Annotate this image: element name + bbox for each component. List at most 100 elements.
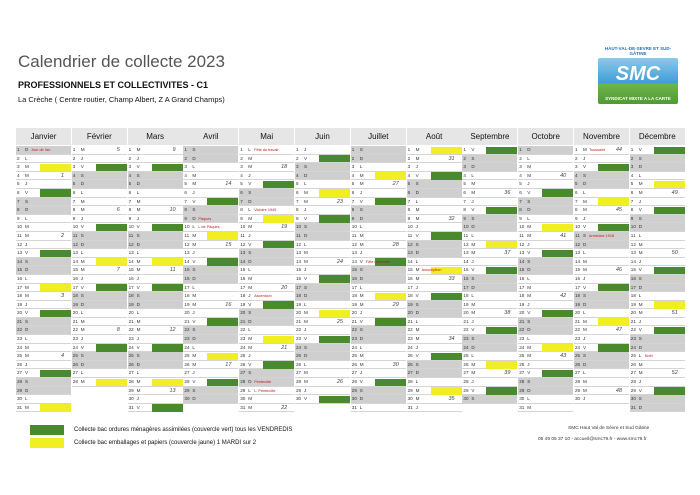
day-letter: M xyxy=(471,361,476,367)
day-number: 24 xyxy=(630,344,636,350)
day-number: 12 xyxy=(519,241,525,247)
green-collection-mark xyxy=(374,198,406,206)
day-letter: D xyxy=(583,241,587,247)
day-cell: 16 S xyxy=(462,274,518,284)
day-number: 26 xyxy=(240,361,246,367)
green-collection-mark xyxy=(486,266,518,275)
day-cell: 23 J xyxy=(127,335,183,344)
yellow-collection-mark xyxy=(319,189,350,197)
week-number: 20 xyxy=(281,284,288,291)
day-cell: 12 M xyxy=(462,241,518,250)
day-cell: 31 M xyxy=(518,404,574,413)
legend-row-green: Collecte bac ordures ménagères assimilée… xyxy=(30,424,292,436)
day-number: 25 xyxy=(17,353,23,359)
day-cell: 18 V xyxy=(406,292,462,301)
day-number: 27 xyxy=(407,370,413,376)
day-number: 2 xyxy=(463,155,466,161)
day-cell: 18 M xyxy=(183,292,239,301)
day-letter: M xyxy=(304,258,308,264)
day-letter: S xyxy=(471,336,475,342)
day-letter: S xyxy=(583,353,587,359)
yellow-collection-mark xyxy=(542,223,574,232)
day-cell: 30 M xyxy=(239,395,295,404)
day-number: 4 xyxy=(128,172,132,178)
green-collection-mark xyxy=(598,163,629,172)
green-collection-mark xyxy=(486,146,518,154)
day-letter: S xyxy=(248,370,252,376)
day-cell: 28 M 26 xyxy=(295,378,350,387)
week-number: 27 xyxy=(392,181,399,188)
month-name: Novembre xyxy=(574,128,629,145)
day-cell: 20 J xyxy=(183,309,239,318)
day-cell: 11 M xyxy=(183,232,239,241)
day-number: 7 xyxy=(519,198,522,204)
day-letter: M xyxy=(248,344,253,350)
day-number: 16 xyxy=(463,275,469,281)
day-cell: 14 M xyxy=(574,258,629,267)
yellow-collection-mark xyxy=(430,266,462,275)
day-letter: L xyxy=(248,387,251,393)
day-cell: 23 D xyxy=(183,335,239,344)
day-number: 6 xyxy=(463,189,466,195)
legend-row-yellow: Collecte bac emballages et papiers (couv… xyxy=(30,437,292,449)
day-number: 27 xyxy=(463,370,469,376)
day-number: 27 xyxy=(519,370,525,376)
week-number: 31 xyxy=(448,155,455,162)
day-number: 26 xyxy=(17,361,23,367)
day-cell: 28 V xyxy=(183,378,239,387)
day-number: 23 xyxy=(128,336,134,342)
day-cell: 27 J xyxy=(350,369,406,379)
holiday-label: L. Pentecôte xyxy=(254,388,276,393)
day-number: 15 xyxy=(351,267,357,273)
day-letter: M xyxy=(25,404,29,410)
day-letter: L xyxy=(25,275,28,281)
day-number: 21 xyxy=(463,318,469,324)
day-letter: L xyxy=(638,293,642,299)
smc-logo: HAUT-VAL-DE-SEVRE ET SUD-GÂTINE SMC SYND… xyxy=(598,46,678,108)
day-number: 16 xyxy=(575,275,581,281)
day-cell: 20 J xyxy=(350,309,406,318)
day-letter: J xyxy=(304,387,307,393)
day-cell: 21 S xyxy=(518,317,574,327)
day-number: 12 xyxy=(128,241,134,247)
green-collection-mark xyxy=(653,146,685,154)
day-number: 3 xyxy=(296,164,299,170)
day-cell: 16 J xyxy=(574,275,629,284)
day-cell: 30 J xyxy=(574,395,629,404)
day-cell: 16 V xyxy=(295,275,350,284)
day-number: 13 xyxy=(575,250,581,256)
day-cell: 21 V xyxy=(350,318,406,327)
day-cell: 25 S xyxy=(71,352,127,361)
week-number: 22 xyxy=(281,404,288,411)
day-letter: M xyxy=(471,301,476,307)
day-cell: 20 L xyxy=(71,309,127,318)
day-cell: 27 M 39 xyxy=(462,369,518,379)
day-letter: V xyxy=(136,404,140,410)
day-number: 2 xyxy=(407,155,411,161)
day-letter: V xyxy=(359,198,363,204)
day-number: 17 xyxy=(463,284,469,290)
day-letter: J xyxy=(638,258,642,264)
week-number: 28 xyxy=(392,241,399,248)
day-letter: M xyxy=(304,250,308,256)
day-number: 24 xyxy=(72,344,78,350)
day-cell: 30 L xyxy=(16,395,71,404)
day-cell: 22 V xyxy=(629,326,685,336)
day-letter: V xyxy=(80,344,84,350)
day-letter: M xyxy=(192,353,197,359)
green-collection-mark xyxy=(207,198,239,206)
day-letter: L xyxy=(136,310,140,316)
day-number: 14 xyxy=(630,258,636,264)
